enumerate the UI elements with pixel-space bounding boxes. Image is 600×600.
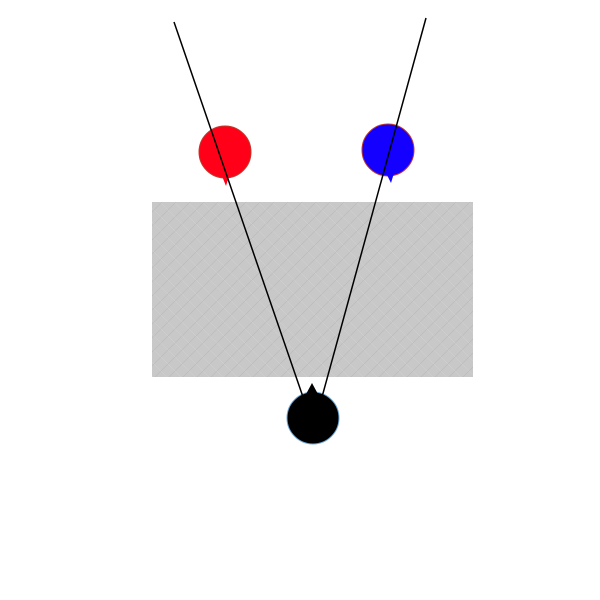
sight-line-right [321,17,427,398]
sight-line-left [173,21,304,398]
black-ball-nub [305,383,319,396]
black-ball [286,383,340,445]
black-ball-body [286,391,340,445]
blue-ball [361,123,415,183]
blue-ball-body [361,123,415,177]
red-ball [198,125,252,186]
gray-barrier [152,202,473,377]
blue-ball-nub [386,173,394,183]
